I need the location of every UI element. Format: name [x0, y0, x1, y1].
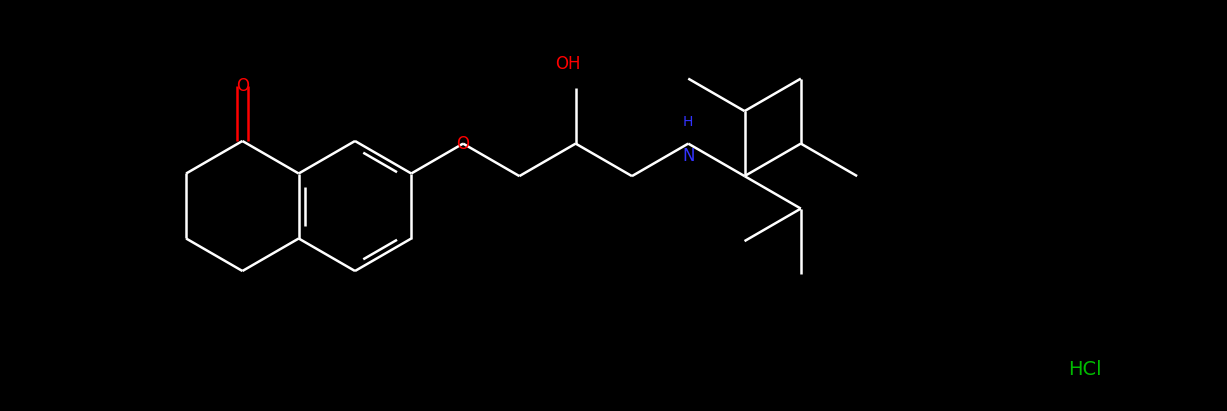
Text: O: O — [456, 134, 470, 152]
Text: H: H — [683, 115, 693, 129]
Text: N: N — [682, 147, 694, 164]
Text: HCl: HCl — [1069, 360, 1102, 379]
Text: OH: OH — [555, 55, 580, 73]
Text: O: O — [236, 77, 249, 95]
